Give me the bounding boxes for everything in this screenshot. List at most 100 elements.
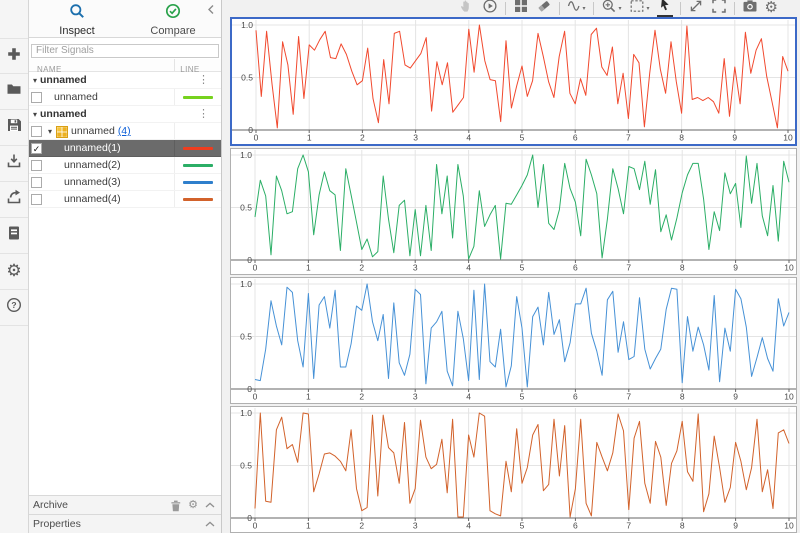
eraser-icon	[536, 0, 552, 19]
dropdown-caret-icon[interactable]: ▾	[646, 5, 650, 12]
signal-line-swatch[interactable]	[183, 146, 214, 150]
svg-text:5: 5	[520, 521, 525, 531]
dropdown-caret-icon[interactable]: ▾	[582, 5, 586, 12]
tree-caret-down-icon[interactable]: ▾	[48, 126, 53, 136]
toolbar-separator	[504, 2, 506, 15]
svg-text:10: 10	[783, 133, 793, 143]
replay-button[interactable]	[482, 0, 498, 17]
svg-text:1: 1	[306, 392, 311, 402]
signal-group-row[interactable]: ▾ unnamed ⋮	[29, 72, 221, 89]
bus-signal-row[interactable]: ▾ unnamed (4)	[29, 123, 221, 140]
signal-row[interactable]: unnamed(2)	[29, 157, 221, 174]
signal-row[interactable]: unnamed(4)	[29, 191, 221, 208]
svg-text:1.0: 1.0	[241, 20, 253, 30]
svg-text:1.0: 1.0	[240, 150, 252, 160]
svg-text:0: 0	[247, 255, 252, 265]
expand-button[interactable]	[688, 0, 704, 17]
export-button[interactable]	[0, 182, 28, 218]
open-button[interactable]	[0, 74, 28, 110]
svg-text:8: 8	[679, 133, 684, 143]
signal-line-swatch[interactable]	[183, 163, 214, 167]
tab-inspect[interactable]: Inspect	[29, 0, 125, 37]
signal-checkbox[interactable]	[31, 91, 42, 103]
dropdown-caret-icon[interactable]: ▾	[618, 5, 622, 12]
row-menu-kebab-icon[interactable]: ⋮	[198, 74, 209, 86]
toolbar-separator	[733, 2, 735, 15]
snapshot-camera-button[interactable]	[742, 0, 758, 17]
subplot-1[interactable]: 0 1 2 3 4 5 6 7 8 9 10 1.0 0.5 0	[230, 17, 797, 146]
signal-row[interactable]: ✓ unnamed(1)	[29, 140, 221, 157]
properties-section-header[interactable]: Properties	[29, 514, 221, 533]
signal-line-swatch[interactable]	[183, 180, 214, 184]
signal-table-header: NAME LINE	[29, 59, 221, 74]
zoom-in-icon	[601, 0, 617, 19]
plot-area: ▾ ▾ ▾ ⚙ 0 1 2 3 4 5 6 7 8 9 10 1.0 0.5 0 0 1 2 3 4 5 6 7 8 9 10 1.0 0…	[222, 0, 800, 533]
signal-label: unnamed(2)	[64, 159, 121, 171]
expand-icon	[688, 0, 704, 19]
subplot-layout-button[interactable]	[513, 0, 529, 17]
svg-text:9: 9	[732, 133, 737, 143]
archive-collapse-chevron-up-icon[interactable]	[205, 502, 215, 508]
eraser-button[interactable]	[536, 0, 552, 17]
create-report-button[interactable]	[0, 218, 28, 254]
gear-icon: ⚙	[6, 261, 22, 280]
cursor-arrow-button[interactable]	[656, 0, 673, 18]
svg-text:3: 3	[413, 263, 418, 273]
svg-text:0.5: 0.5	[240, 332, 252, 342]
signal-row[interactable]: unnamed(3)	[29, 174, 221, 191]
fit-to-view-button[interactable]: ▾	[629, 0, 650, 17]
zoom-in-button[interactable]: ▾	[601, 0, 622, 17]
collapse-panel-icon[interactable]	[206, 2, 218, 14]
svg-text:1: 1	[306, 521, 311, 531]
preferences-button[interactable]: ⚙	[0, 254, 28, 290]
import-button[interactable]	[0, 146, 28, 182]
svg-text:4: 4	[466, 392, 471, 402]
tab-compare[interactable]: Compare	[125, 0, 221, 37]
svg-text:9: 9	[733, 521, 738, 531]
settings-gear-button[interactable]: ⚙	[765, 0, 778, 17]
signal-checkbox[interactable]	[31, 176, 42, 188]
bus-label: unnamed	[71, 125, 115, 137]
properties-collapse-chevron-up-icon[interactable]	[205, 521, 215, 527]
signal-checkbox[interactable]	[31, 159, 42, 171]
signal-checkbox[interactable]: ✓	[31, 142, 42, 154]
subplot-4[interactable]: 0 1 2 3 4 5 6 7 8 9 10 1.0 0.5 0	[230, 406, 797, 533]
signal-checkbox[interactable]	[31, 125, 42, 137]
svg-text:10: 10	[784, 263, 794, 273]
bus-count-link[interactable]: (4)	[117, 125, 131, 137]
tab-compare-label: Compare	[150, 25, 196, 37]
svg-text:6: 6	[573, 392, 578, 402]
matrix-signal-icon	[56, 125, 69, 138]
archive-section-header[interactable]: Archive ⚙	[29, 495, 221, 514]
signal-wave-button[interactable]: ▾	[567, 0, 586, 17]
filter-signals-input[interactable]	[31, 43, 219, 58]
tree-caret-down-icon[interactable]: ▾	[33, 109, 38, 119]
fullscreen-button[interactable]	[711, 0, 727, 17]
import-icon	[6, 153, 22, 174]
save-button[interactable]	[0, 110, 28, 146]
cursor-arrow-icon	[657, 0, 673, 18]
subplot-grid: 0 1 2 3 4 5 6 7 8 9 10 1.0 0.5 0 0 1 2 3 4 5 6 7 8 9 10 1.0 0.5 0 0 1…	[230, 17, 797, 533]
row-menu-kebab-icon[interactable]: ⋮	[198, 108, 209, 120]
signal-row[interactable]: unnamed	[29, 89, 221, 106]
svg-text:0: 0	[247, 513, 252, 523]
svg-text:2: 2	[359, 521, 364, 531]
signal-wave-icon	[567, 0, 581, 19]
signal-line-swatch[interactable]	[183, 197, 214, 201]
svg-text:4: 4	[466, 521, 471, 531]
svg-text:5: 5	[520, 392, 525, 402]
subplot-2[interactable]: 0 1 2 3 4 5 6 7 8 9 10 1.0 0.5 0	[230, 148, 797, 275]
subplot-3[interactable]: 0 1 2 3 4 5 6 7 8 9 10 1.0 0.5 0	[230, 277, 797, 404]
signal-checkbox[interactable]	[31, 193, 42, 205]
column-header-name: NAME	[37, 65, 62, 74]
trash-icon[interactable]	[169, 499, 181, 512]
add-button[interactable]	[0, 38, 28, 74]
save-icon	[6, 117, 22, 138]
signal-line-swatch[interactable]	[183, 95, 214, 99]
signal-group-row[interactable]: ▾ unnamed ⋮	[29, 106, 221, 123]
help-button[interactable]: ?	[0, 290, 28, 326]
svg-text:0: 0	[253, 263, 258, 273]
tree-caret-down-icon[interactable]: ▾	[33, 75, 38, 85]
archive-settings-gear-icon[interactable]: ⚙	[188, 498, 198, 511]
